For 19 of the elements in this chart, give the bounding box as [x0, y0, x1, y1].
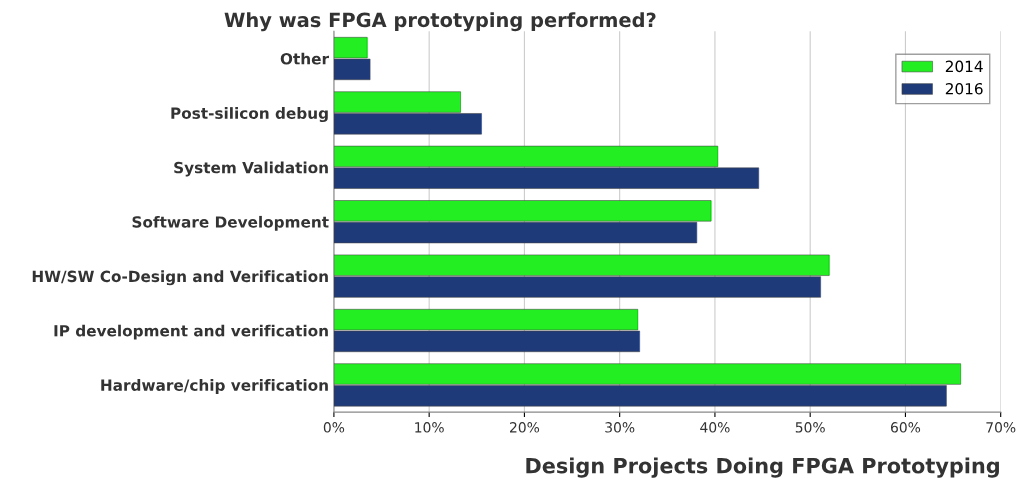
x-tick-label: 50% [795, 422, 825, 433]
y-tick-label: Other [280, 52, 329, 65]
x-tick-label: 0% [323, 422, 345, 433]
x-tick-label: 40% [700, 422, 730, 433]
y-tick-label: Post-silicon debug [171, 107, 328, 123]
x-tick-label: 20% [510, 422, 540, 433]
x-tick-label: 60% [890, 422, 921, 433]
y-tick-label: System Validation [174, 161, 328, 177]
y-tick-label: HW/SW Co-Design and Verification [32, 270, 328, 286]
y-tick-label: Hardware/chip verification [101, 379, 328, 394]
legend-label: 2016 [945, 83, 983, 95]
x-tick-label: 70% [986, 422, 1016, 433]
legend-label: 2014 [945, 60, 983, 73]
x-axis-title: Design Projects Doing FPGA Prototyping [526, 457, 999, 478]
y-tick-label: Software Development [132, 215, 329, 231]
chart-title: Why was FPGA prototyping performed? [224, 12, 656, 32]
x-tick-label: 30% [605, 422, 635, 433]
y-tick-label: IP development and verification [54, 324, 328, 340]
x-tick-label: 10% [415, 422, 444, 433]
